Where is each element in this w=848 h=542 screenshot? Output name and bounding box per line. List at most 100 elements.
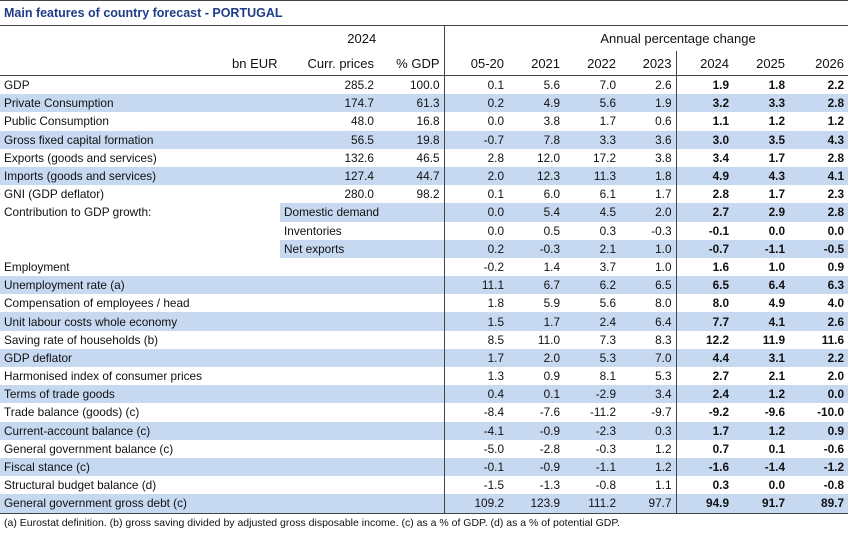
cell-pct-gdp	[378, 331, 444, 349]
cell-curr-prices: 56.5	[280, 130, 378, 149]
table-row: General government gross debt (c) 109.2 12…	[0, 494, 848, 514]
table-row: Fiscal stance (c) -0.1 -0.9 -1.1 1.2 -1.6 -1.4…	[0, 457, 848, 477]
cell-pct-gdp	[378, 312, 445, 331]
table-row: Imports (goods and services) 127.4 44.7 2.0…	[0, 166, 848, 186]
cell-value-2024: -9.2	[675, 403, 734, 422]
cell-value-2022: 111.2	[564, 494, 621, 514]
cell-value-05-20: -4.1	[443, 421, 509, 440]
cell-curr-prices	[280, 476, 378, 494]
cell-value-2026: 2.2	[827, 78, 845, 93]
cell-value-05-20: 0.0	[443, 112, 509, 131]
cell-value-2026: 4.0	[827, 296, 845, 311]
cell-value-2023: 1.2	[655, 441, 672, 456]
cell-pct-gdp	[378, 348, 445, 367]
table-body: GDP 285.2 100.0 0.1 5.6 7.0 2.6 1.9 1.8 2.2 Privat…	[0, 75, 848, 514]
cell-value-2022: 6.2	[564, 276, 621, 295]
cell-value-2025: 3.1	[733, 348, 790, 367]
cell-curr-prices	[280, 367, 378, 385]
cell-value-2022: 3.7	[599, 259, 617, 274]
row-sublabel: Domestic demand	[280, 203, 445, 222]
cell-value-2023: 5.3	[655, 369, 672, 384]
cell-pct-gdp: 16.8	[416, 114, 440, 129]
cell-value-2026: 4.1	[789, 166, 848, 186]
cell-value-2024: -1.6	[675, 457, 734, 477]
cell-value-2023: 3.6	[620, 130, 677, 149]
table-row: GNI (GDP deflator) 280.0 98.2 0.1 6.0 6.1 1.7 2…	[0, 185, 848, 204]
cell-value-2026: 1.2	[827, 114, 845, 129]
cell-curr-prices	[280, 258, 378, 276]
table-title: Main features of country forecast - PORT…	[0, 0, 848, 26]
cell-value-05-20: 0.0	[443, 203, 509, 222]
table-row: Unit labour costs whole economy 1.5 1.7 2.4…	[0, 312, 848, 331]
cell-value-2024: 8.0	[675, 294, 734, 313]
cell-pct-gdp	[378, 403, 444, 421]
table-row: Employment -0.2 1.4 3.7 1.0 1.6 1.0 0.9	[0, 257, 848, 277]
cell-value-2023: 3.4	[620, 385, 677, 404]
cell-value-2023: -0.3	[651, 223, 672, 238]
header-year-2021: 2021	[508, 51, 565, 76]
cell-value-2023: 2.6	[655, 78, 672, 93]
cell-curr-prices	[280, 457, 378, 477]
cell-value-2021: 123.9	[508, 494, 565, 514]
cell-value-05-20: 0.2	[443, 94, 509, 113]
row-label: GDP	[4, 78, 30, 93]
cell-value-2025: 2.9	[733, 203, 790, 222]
cell-value-2025: 4.1	[733, 312, 790, 331]
header-year-2023: 2023	[620, 51, 677, 76]
cell-pct-gdp	[378, 385, 445, 404]
cell-value-2025: 91.7	[733, 494, 790, 514]
cell-value-2021: 0.5	[543, 223, 561, 238]
cell-value-2022: 4.5	[564, 203, 621, 222]
cell-pct-gdp: 61.3	[378, 94, 445, 113]
header-pct-gdp: % GDP	[378, 51, 445, 76]
cell-value-05-20: -0.7	[443, 130, 509, 149]
cell-value-2023: 1.0	[655, 259, 672, 274]
cell-value-2021: 12.3	[508, 166, 565, 186]
cell-value-2022: -0.3	[595, 441, 617, 456]
cell-value-2026: -0.6	[823, 441, 845, 456]
cell-value-2021: 5.4	[508, 203, 565, 222]
cell-curr-prices: 174.7	[280, 94, 378, 113]
row-label: Terms of trade goods	[0, 385, 228, 404]
cell-curr-prices	[280, 348, 378, 367]
cell-value-2025: 4.9	[768, 296, 786, 311]
cell-value-2021: 5.6	[543, 78, 561, 93]
header-annual-change: Annual percentage change	[600, 31, 756, 46]
cell-value-2025: -9.6	[764, 405, 786, 420]
cell-value-2022: 3.3	[564, 130, 621, 149]
cell-curr-prices	[280, 294, 378, 312]
cell-value-2021: -0.9	[508, 421, 565, 440]
table-row: General government balance (c) -5.0 -2.8 -0…	[0, 439, 848, 458]
cell-value-2022: 5.6	[564, 94, 621, 113]
table-row: Public Consumption 48.0 16.8 0.0 3.8 1.7 0.6 1.…	[0, 112, 848, 131]
cell-value-2023: 8.3	[655, 332, 672, 347]
cell-value-2025: 2.1	[768, 369, 786, 384]
table-row: Saving rate of households (b) 8.5 11.0 7.3 8…	[0, 330, 848, 349]
header-bn-eur: bn EUR	[228, 51, 280, 76]
cell-value-2023: 1.8	[620, 166, 677, 186]
cell-value-2025: -1.1	[733, 239, 790, 258]
cell-value-2024: 2.7	[675, 367, 734, 386]
row-sublabel: Net exports	[280, 239, 445, 258]
cell-value-05-20: -1.5	[443, 476, 509, 495]
cell-value-2026: 0.0	[827, 223, 845, 238]
cell-value-2026: 11.6	[821, 332, 845, 347]
row-label: Public Consumption	[4, 114, 109, 129]
row-label: Trade balance (goods) (c)	[4, 405, 140, 420]
cell-value-05-20: 1.3	[443, 367, 509, 386]
cell-value-2025: 1.2	[733, 421, 790, 440]
cell-value-2025: 0.0	[768, 223, 786, 238]
row-label	[0, 222, 280, 240]
cell-value-2026: -1.2	[789, 457, 848, 477]
cell-value-2023: 8.0	[655, 296, 672, 311]
cell-value-2026: 89.7	[789, 494, 848, 514]
cell-curr-prices	[280, 403, 378, 421]
table-row: Trade balance (goods) (c) -8.4 -7.6 -11.2 -9…	[0, 403, 848, 422]
cell-pct-gdp	[378, 258, 444, 276]
cell-value-2024: 94.9	[675, 494, 734, 514]
cell-value-2022: 7.0	[599, 78, 617, 93]
cell-pct-gdp: 19.8	[378, 130, 445, 149]
cell-value-2025: 0.1	[768, 441, 786, 456]
cell-value-05-20: -8.4	[443, 403, 509, 422]
cell-value-2025: 3.5	[733, 130, 790, 149]
